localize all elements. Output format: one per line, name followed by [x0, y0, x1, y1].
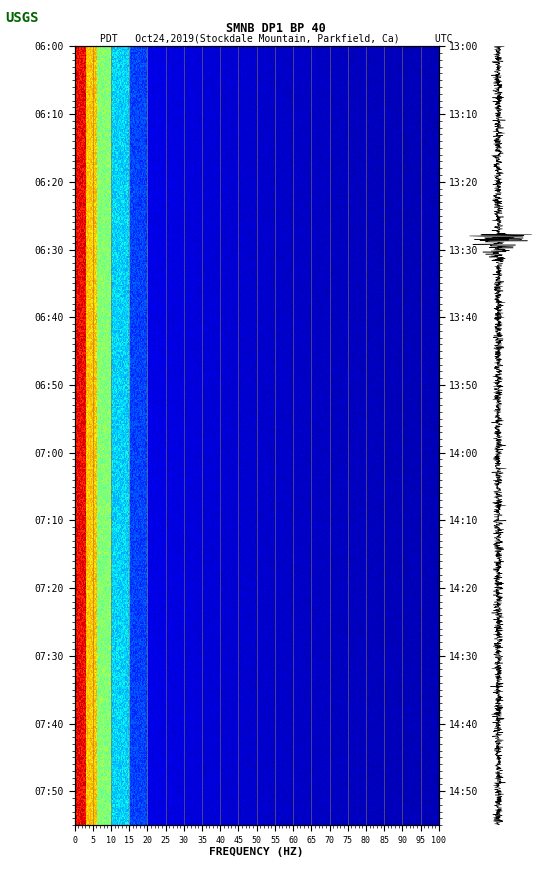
Text: SMNB DP1 BP 40: SMNB DP1 BP 40	[226, 22, 326, 36]
X-axis label: FREQUENCY (HZ): FREQUENCY (HZ)	[209, 847, 304, 857]
Text: PDT   Oct24,2019(Stockdale Mountain, Parkfield, Ca)      UTC: PDT Oct24,2019(Stockdale Mountain, Parkf…	[100, 34, 452, 44]
Text: USGS: USGS	[6, 11, 39, 25]
